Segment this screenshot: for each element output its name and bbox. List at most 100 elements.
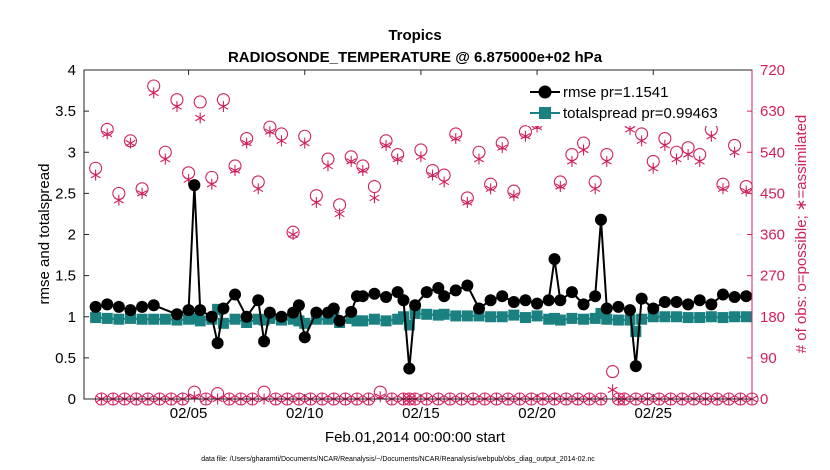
left-tick-label: 2 [68,227,76,244]
rmse-point [136,300,149,313]
rmse-point [252,294,265,307]
rmse-point [577,298,590,311]
asterisk-stroke [218,103,229,110]
rmse-point [298,331,311,344]
obs-assimilated-point [218,101,229,113]
rmse-point [356,290,369,303]
asterisk-stroke [601,158,612,165]
rmse-point [629,360,642,373]
obs-assimilated-point [741,185,752,197]
totalspread-point [136,313,148,325]
rmse-point [194,304,207,317]
totalspread-point [258,314,270,326]
left-tick-label: 1 [68,309,76,326]
asterisk-stroke [288,231,299,238]
rmse-point [333,314,346,327]
totalspread-point [380,315,392,327]
totalspread-point [432,309,444,321]
rmse-point [182,304,195,317]
obs-assimilated-point [636,135,647,147]
rmse-point [403,362,416,375]
obs-assimilated-point [659,139,670,151]
asterisk-stroke [624,126,636,133]
totalspread-point [543,313,555,325]
totalspread-point [508,309,520,321]
rmse-point [682,298,695,311]
totalspread-point [90,312,102,324]
asterisk-stroke [334,210,345,218]
asterisk-stroke [415,153,426,161]
totalspread-point [351,315,363,327]
asterisk-stroke [195,114,206,122]
totalspread-point [461,310,473,322]
totalspread-point [310,313,322,325]
rmse-point [397,294,410,307]
asterisk-stroke [741,187,752,195]
rmse-point [728,291,741,304]
left-tick-label: 2.5 [55,185,76,202]
rmse-point [594,213,607,226]
obs-assimilated-point [264,126,275,138]
totalspread-point [403,319,415,331]
obs-assimilated-point [607,384,618,396]
totalspread-point [392,313,404,325]
legend-rmse-marker [538,85,552,99]
asterisk-stroke [671,155,682,163]
asterisk-stroke [392,155,403,163]
rmse-point [438,290,451,303]
totalspread-point [659,311,671,323]
asterisk-stroke [729,149,740,156]
obs-assimilated-point [195,112,206,124]
rmse-point [670,295,683,308]
x-tick-label: 02/05 [170,405,208,422]
asterisk-stroke [311,199,322,206]
asterisk-stroke [473,155,485,163]
asterisk-stroke [659,142,670,149]
totalspread-point [601,313,613,325]
totalspread-point [740,311,752,323]
rmse-point [589,290,602,303]
obs-assimilated-point [729,146,740,158]
totalspread-point [368,313,380,325]
asterisk-stroke [380,142,392,149]
obs-assimilated-point [241,137,252,149]
obs-assimilated-point [369,192,380,204]
rmse-point [531,297,544,310]
obs-assimilated-point [392,153,403,165]
totalspread-point [124,312,136,324]
obs-assimilated-point [462,197,473,209]
totalspread-point [496,311,508,323]
obs-assimilated-point [113,194,124,206]
data-file-footnote: data file: /Users/gharamti/Documents/NCA… [201,456,595,463]
asterisk-stroke [206,181,217,188]
totalspread-point [328,312,340,324]
obs-assimilated-point [485,183,496,195]
asterisk-stroke [125,139,136,147]
obs-assimilated-point [555,181,566,193]
rmse-point [188,179,201,192]
totalspread-point [101,312,113,324]
totalspread-point [531,310,543,322]
totalspread-point [636,313,648,325]
obs-assimilated-point [415,151,426,163]
rmse-point [507,295,520,308]
asterisk-stroke [450,135,461,142]
totalspread-point [194,315,206,327]
obs-assimilated-point [102,128,113,140]
chart-title: Tropics [388,27,441,44]
totalspread-point [438,308,450,320]
asterisk-stroke [520,133,531,140]
rmse-point [170,308,183,321]
rmse-point [89,300,102,313]
totalspread-point [566,312,578,324]
totalspread-point [183,313,195,325]
legend-rmse-label: rmse pr=1.1541 [563,84,668,101]
rmse-point [705,298,718,311]
totalspread-point [729,311,741,323]
asterisk-stroke [160,155,171,163]
rmse-point [101,298,114,311]
rmse-point [292,299,305,312]
totalspread-point [113,313,125,325]
rmse-point [542,294,555,307]
totalspread-point [694,312,706,324]
